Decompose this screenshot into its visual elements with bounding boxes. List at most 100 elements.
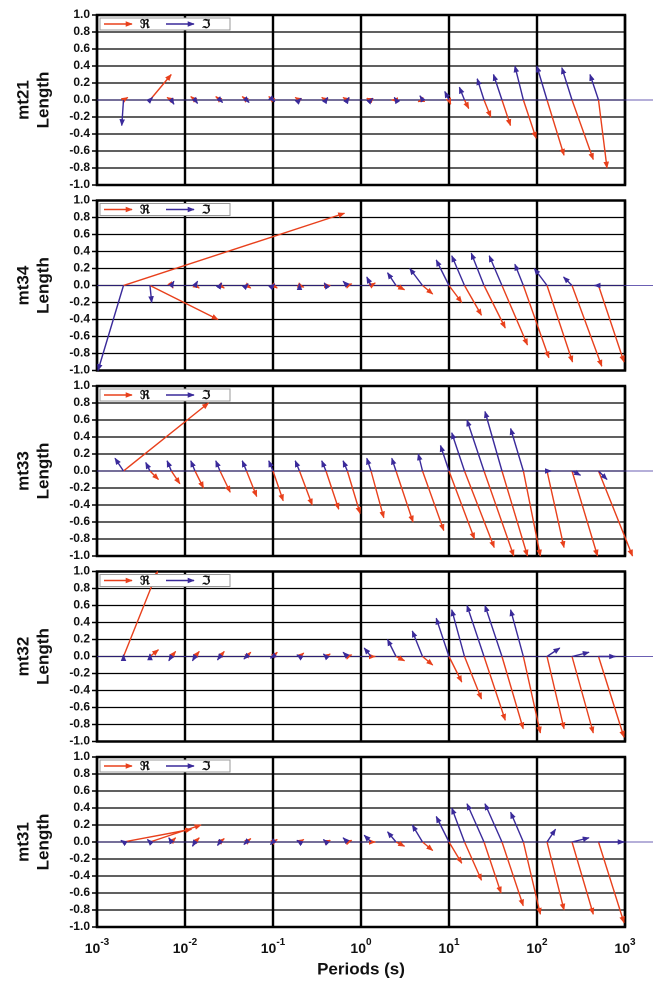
arrow — [215, 282, 223, 290]
arrow — [561, 67, 573, 101]
arrow — [509, 609, 525, 657]
x-tick-label: 10-2 — [173, 937, 198, 956]
legend-label: ℜ — [140, 574, 150, 588]
arrow — [146, 838, 154, 846]
y-tick-label: -0.2 — [69, 666, 90, 680]
y-tick-label: 0.2 — [73, 817, 90, 831]
arrow — [149, 73, 172, 101]
y-tick-label: 0.4 — [73, 244, 90, 258]
x-tick-label: 10-3 — [85, 937, 110, 956]
arrow — [168, 653, 175, 662]
arrow — [483, 841, 502, 894]
arrow — [322, 653, 330, 661]
arrow — [146, 96, 154, 104]
arrow — [422, 841, 434, 852]
legend-label: ℑ — [201, 759, 211, 773]
arrow — [448, 656, 463, 683]
y-tick-label: 1.0 — [73, 378, 90, 392]
arrow — [368, 282, 376, 289]
arrow — [243, 652, 251, 660]
x-tick-exponent: 0 — [366, 937, 372, 948]
site-label: mt32 — [13, 637, 32, 677]
arrow — [439, 444, 450, 472]
x-tick-base: 10 — [261, 940, 277, 956]
y-tick-label: 0.0 — [73, 649, 90, 663]
y-axis-label: Length — [33, 443, 52, 500]
arrow — [166, 460, 173, 472]
arrow — [323, 282, 331, 290]
arrow — [522, 470, 542, 557]
legend-box — [99, 203, 231, 216]
arrow — [395, 840, 406, 847]
x-tick-label: 101 — [438, 937, 460, 956]
arrow — [484, 604, 503, 657]
arrow — [366, 276, 373, 286]
y-tick-label: -0.2 — [69, 480, 90, 494]
arrow — [448, 470, 476, 540]
arrow — [501, 656, 525, 730]
arrow — [509, 427, 525, 472]
arrow — [451, 807, 466, 843]
arrow — [268, 95, 276, 103]
y-tick-label: 0.0 — [73, 834, 90, 848]
y-tick-label: 0.0 — [73, 278, 90, 292]
y-tick-label: 1.0 — [73, 193, 90, 207]
arrow — [411, 824, 424, 843]
y-tick-label: 0.6 — [73, 41, 90, 55]
arrow — [409, 267, 424, 286]
arrow — [483, 470, 515, 557]
legend-label: ℑ — [201, 17, 211, 31]
legend-label: ℑ — [201, 203, 211, 217]
arrow — [191, 839, 199, 847]
arrow — [241, 283, 249, 291]
y-tick-label: -0.4 — [69, 126, 90, 140]
arrow — [190, 460, 196, 472]
arrow — [386, 638, 397, 657]
y-tick-label: 0.6 — [73, 783, 90, 797]
x-tick-base: 10 — [173, 940, 189, 956]
arrow — [546, 285, 574, 363]
arrow — [191, 653, 199, 662]
y-tick-label: -0.2 — [69, 295, 90, 309]
y-tick-label: 0.2 — [73, 75, 90, 89]
arrow — [483, 656, 506, 721]
y-tick-label: 0.6 — [73, 598, 90, 612]
legend-box — [99, 17, 231, 31]
arrow — [597, 656, 625, 738]
y-tick-label: 0.8 — [73, 210, 90, 224]
y-tick-label: -0.4 — [69, 312, 90, 326]
arrow — [216, 838, 224, 846]
arrow — [97, 285, 125, 372]
x-tick-base: 10 — [438, 940, 454, 956]
y-tick-label: -0.6 — [69, 143, 90, 157]
arrow — [386, 831, 397, 843]
arrow — [597, 99, 610, 169]
legend-label: ℑ — [201, 388, 211, 402]
arrow — [272, 470, 284, 502]
legend-box — [99, 759, 231, 773]
y-tick-label: 1.0 — [73, 7, 90, 21]
arrow — [470, 252, 485, 286]
arrow — [342, 651, 350, 659]
arrow — [466, 803, 485, 843]
arrow — [451, 255, 466, 286]
arrow — [597, 841, 625, 924]
arrow — [149, 284, 219, 321]
arrow — [571, 285, 603, 367]
arrow — [458, 86, 466, 101]
arrow — [514, 263, 525, 286]
y-tick-label: -1.0 — [69, 734, 90, 748]
arrow — [363, 834, 372, 843]
x-tick-base: 10 — [85, 940, 101, 956]
y-tick-label: 0.8 — [73, 581, 90, 595]
arrow — [522, 285, 550, 359]
arrow — [168, 837, 175, 845]
arrow — [194, 470, 205, 489]
arrow — [421, 470, 445, 532]
y-tick-label: -0.8 — [69, 531, 90, 545]
arrow — [422, 284, 434, 295]
arrow — [370, 470, 385, 519]
x-tick-label: 10-1 — [261, 937, 286, 956]
arrow — [294, 97, 302, 105]
arrow — [123, 212, 346, 287]
